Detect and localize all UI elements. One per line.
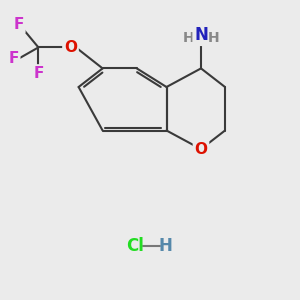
Text: H: H bbox=[208, 32, 219, 45]
Text: F: F bbox=[14, 17, 24, 32]
Text: H: H bbox=[183, 32, 194, 45]
Text: N: N bbox=[194, 26, 208, 44]
Text: H: H bbox=[158, 237, 172, 255]
Text: O: O bbox=[194, 142, 208, 157]
Text: Cl: Cl bbox=[126, 237, 144, 255]
Text: F: F bbox=[8, 51, 19, 66]
Text: F: F bbox=[33, 66, 43, 81]
Text: O: O bbox=[64, 40, 77, 55]
